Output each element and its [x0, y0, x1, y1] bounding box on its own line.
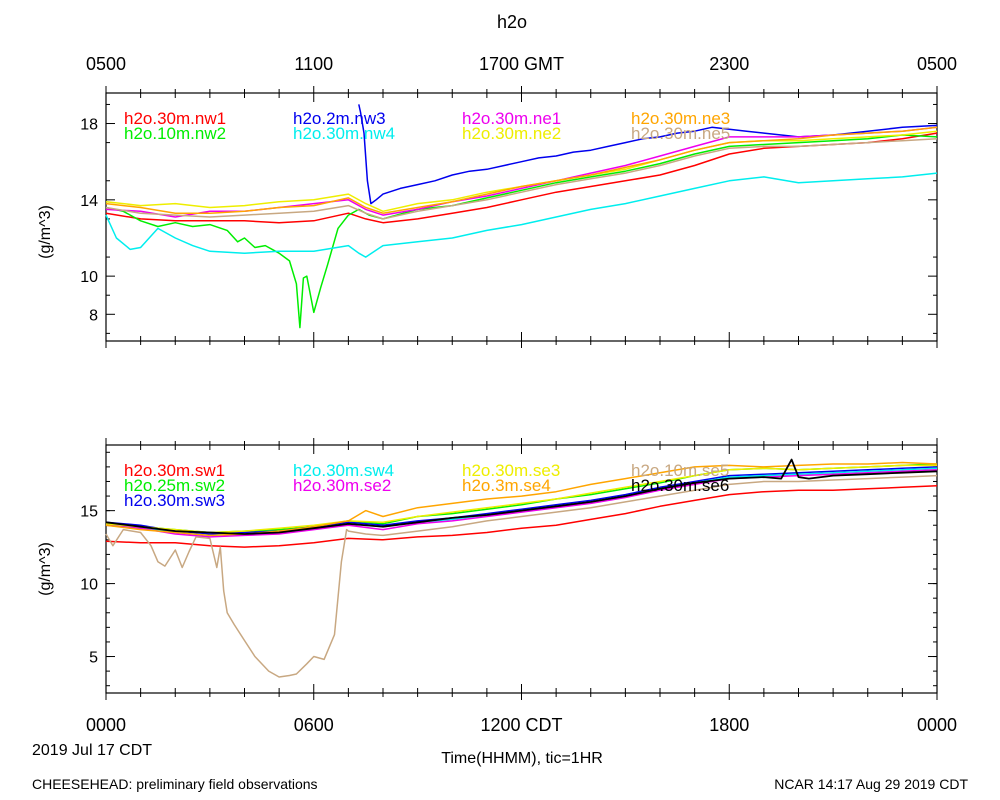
gmt-tick-label: 2300: [709, 54, 749, 74]
series-line-h2o.2m.nw3: [358, 104, 938, 205]
ytick-label: 10: [80, 269, 98, 286]
legend-entry-h2o.30m.nw4: h2o.30m.nw4: [293, 124, 395, 143]
cdt-tick-label: 1800: [709, 715, 749, 735]
top-panel-yaxis: 8 10 14 18: [80, 103, 937, 334]
series-line-h2o.10m.se5: [105, 474, 938, 678]
legend-entry-h2o.30m.sw3: h2o.30m.sw3: [124, 491, 225, 510]
legend-entry-h2o.10m.nw2: h2o.10m.nw2: [124, 124, 226, 143]
series-line-h2o.30m.nw1: [105, 132, 938, 224]
gmt-tick-label: 0500: [917, 54, 957, 74]
legend-entry-h2o.30m.se3: h2o.30m.se3: [462, 461, 560, 480]
footer-right: NCAR 14:17 Aug 29 2019 CDT: [774, 776, 968, 792]
legend-entry-h2o.30m.sw4: h2o.30m.sw4: [293, 461, 394, 480]
series-line-h2o.30m.se3: [105, 464, 937, 534]
bottom-panel-ylabel: (g/m^3): [37, 542, 54, 596]
cdt-tick-label: 0000: [86, 715, 126, 735]
legend-entry-h2o.30m.ne5: h2o.30m.ne5: [631, 124, 730, 143]
cdt-tick-label: 0000: [917, 715, 957, 735]
top-panel-legend: h2o.30m.nw1h2o.10m.nw2h2o.2m.nw3h2o.30m.…: [124, 109, 730, 143]
date-label: 2019 Jul 17 CDT: [32, 742, 152, 759]
figure-title: h2o: [497, 12, 527, 32]
gmt-tick-label: 1100: [294, 54, 333, 74]
top-panel-xticks: [105, 86, 938, 348]
legend-entry-h2o.30m.nw1: h2o.30m.nw1: [124, 109, 226, 128]
ytick-label: 5: [89, 650, 98, 667]
series-line-h2o.30m.sw1: [105, 485, 938, 548]
legend-entry-h2o.2m.nw3: h2o.2m.nw3: [293, 109, 386, 128]
cdt-tick-label: 1200 CDT: [480, 715, 562, 735]
top-gmt-axis: 0500 1100 1700 GMT 2300 0500: [86, 54, 957, 74]
legend-entry-h2o.30m.se2: h2o.30m.se2: [293, 476, 391, 495]
series-line-h2o.30m.ne2: [105, 130, 938, 213]
series-line-h2o.30m.se6: [105, 458, 938, 535]
legend-entry-h2o.30m.ne3: h2o.30m.ne3: [631, 109, 730, 128]
legend-entry-h2o.3m.se4: h2o.3m.se4: [462, 476, 551, 495]
bottom-cdt-axis: 0000 0600 1200 CDT 1800 0000: [86, 715, 957, 735]
legend-entry-h2o.30m.sw1: h2o.30m.sw1: [124, 461, 225, 480]
ytick-label: 10: [80, 577, 98, 594]
series-line-h2o.30m.ne5: [105, 138, 938, 220]
ytick-label: 14: [80, 193, 98, 210]
x-axis-label: Time(HHMM), tic=1HR: [441, 750, 603, 767]
gmt-tick-label: 1700 GMT: [479, 54, 564, 74]
legend-entry-h2o.10m.se5: h2o.10m.se5: [631, 461, 729, 480]
series-line-h2o.30m.ne3: [105, 126, 938, 214]
footer-left: CHEESEHEAD: preliminary field observatio…: [32, 776, 318, 792]
gmt-tick-label: 0500: [86, 54, 126, 74]
legend-entry-h2o.30m.ne2: h2o.30m.ne2: [462, 124, 561, 143]
ytick-label: 8: [89, 307, 98, 324]
top-panel-series: [105, 104, 938, 329]
series-line-h2o.10m.nw2: [105, 134, 938, 329]
series-line-h2o.30m.nw4: [105, 172, 938, 258]
legend-entry-h2o.30m.ne1: h2o.30m.ne1: [462, 109, 561, 128]
legend-entry-h2o.30m.se6: h2o.30m.se6: [631, 476, 729, 495]
top-panel-ylabel: (g/m^3): [37, 205, 54, 259]
ytick-label: 18: [80, 117, 98, 134]
bottom-panel-yaxis: 5 10 15: [80, 451, 937, 687]
ytick-label: 15: [80, 504, 98, 521]
cdt-tick-label: 0600: [294, 715, 334, 735]
legend-entry-h2o.25m.sw2: h2o.25m.sw2: [124, 476, 225, 495]
bottom-panel-xticks: [105, 438, 938, 700]
bottom-panel-series: [105, 458, 938, 678]
series-line-h2o.30m.sw3: [105, 466, 938, 535]
